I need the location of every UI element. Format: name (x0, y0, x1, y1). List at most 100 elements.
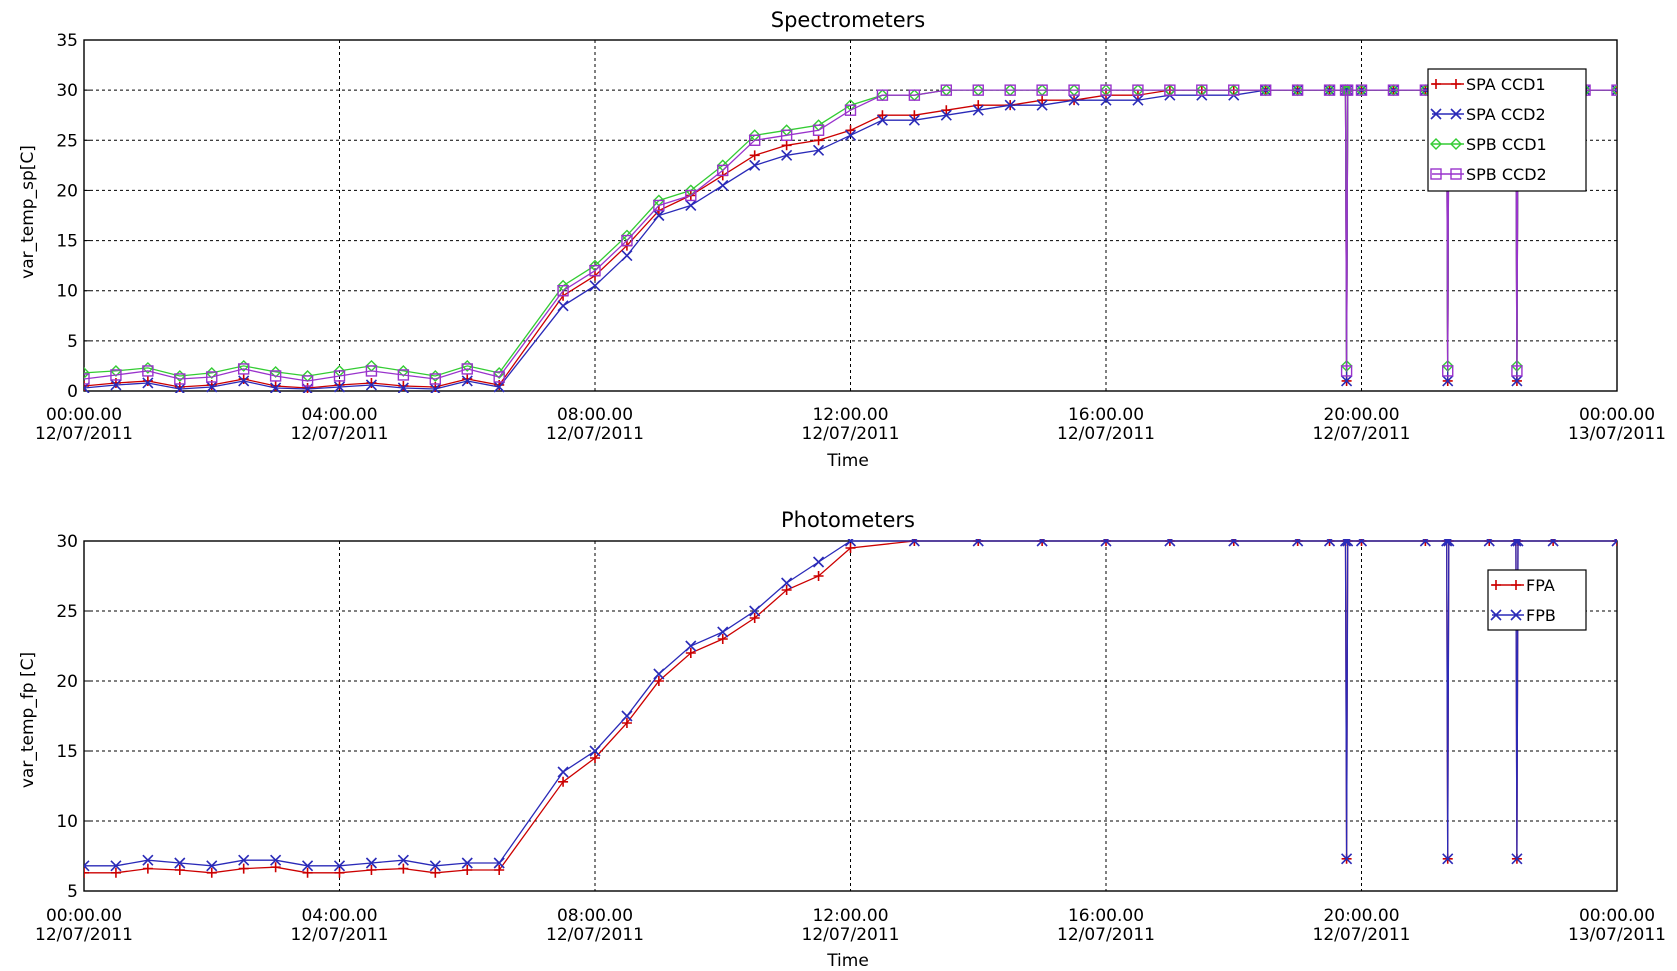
data-point (493, 371, 505, 383)
data-point (110, 369, 122, 381)
data-point (1068, 84, 1080, 96)
y-axis-label: var_temp_sp[C] (18, 145, 38, 279)
data-point (142, 863, 153, 874)
data-point (813, 571, 824, 581)
data-point (749, 159, 761, 171)
data-point (653, 676, 664, 686)
data-point (812, 144, 825, 156)
data-point (1387, 84, 1400, 96)
chart-title: Spectrometers (771, 8, 926, 32)
y-tick-label: 25 (56, 131, 78, 151)
data-point (812, 124, 825, 136)
legend-box (1487, 569, 1587, 631)
legend-marker (1491, 580, 1501, 590)
x-tick-label-time: 00:00.00 (1579, 405, 1655, 425)
data-point (781, 585, 792, 595)
data-point (557, 766, 569, 778)
data-point (877, 110, 888, 121)
data-point (206, 371, 218, 383)
data-point (781, 140, 792, 151)
legend-item: FPB (1490, 606, 1556, 625)
data-point (685, 189, 697, 202)
data-point (462, 373, 473, 384)
series-fpb (84, 539, 1617, 872)
plot-area (83, 39, 1618, 392)
data-point (1004, 99, 1016, 111)
data-point (1228, 539, 1240, 547)
data-point (429, 383, 441, 393)
data-point (270, 854, 282, 866)
data-point (142, 365, 154, 377)
data-point (333, 370, 346, 382)
data-point (876, 114, 889, 126)
legend-marker (1430, 168, 1442, 180)
data-point (333, 860, 346, 872)
y-tick-label: 25 (56, 602, 78, 622)
data-point (1132, 84, 1144, 96)
data-point (940, 84, 953, 96)
y-tick-label: 10 (56, 282, 78, 302)
data-point (781, 149, 793, 161)
data-point (429, 373, 442, 385)
legend-item: SPA CCD2 (1430, 105, 1546, 124)
data-point (1292, 539, 1304, 547)
data-point (398, 380, 409, 391)
data-point (1611, 84, 1617, 96)
legend-item: FPA (1491, 576, 1555, 595)
data-point (653, 209, 665, 222)
data-point (206, 867, 217, 878)
x-tick-label-date: 12/07/2011 (1313, 424, 1411, 444)
data-point (1196, 84, 1208, 96)
data-point (174, 373, 186, 385)
data-point (1511, 853, 1523, 865)
data-point (302, 867, 313, 878)
data-point (653, 199, 665, 212)
legend: SPA CCD1 SPA CCD2 SPB CCD1 SPB CCD2 (1427, 68, 1587, 192)
data-point (84, 867, 89, 878)
series-group (84, 84, 1617, 393)
data-point (590, 753, 600, 763)
x-tick-label-date: 13/07/2011 (1568, 424, 1666, 444)
data-point (397, 382, 409, 393)
data-point (174, 865, 185, 875)
data-point (1100, 84, 1112, 96)
data-point (780, 129, 793, 141)
x-tick-label-time: 16:00.00 (1068, 906, 1144, 926)
data-point (238, 373, 249, 384)
data-point (270, 862, 281, 873)
data-point (1442, 375, 1454, 387)
data-point (1036, 99, 1048, 111)
y-tick-label: 20 (56, 672, 78, 692)
data-point (1340, 365, 1353, 377)
x-tick-label-time: 12:00.00 (812, 405, 888, 425)
data-point (685, 640, 697, 652)
data-point (1611, 84, 1617, 97)
legend-marker (1430, 108, 1442, 120)
data-point (621, 718, 632, 728)
data-point (462, 865, 473, 875)
data-point (1228, 84, 1240, 96)
data-point (142, 375, 153, 386)
x-tick-label-time: 12:00.00 (812, 906, 888, 926)
legend-box (1427, 68, 1587, 192)
data-point (1419, 539, 1431, 547)
data-point (142, 854, 154, 866)
x-tick-label-date: 12/07/2011 (291, 925, 389, 945)
data-point (717, 179, 729, 191)
data-point (493, 381, 505, 393)
data-point (941, 105, 952, 116)
data-point (749, 605, 761, 617)
x-tick-label-date: 12/07/2011 (802, 925, 900, 945)
legend-label: SPB CCD2 (1466, 165, 1547, 184)
data-point (1342, 539, 1354, 547)
data-point (813, 135, 824, 146)
data-point (1339, 539, 1352, 547)
data-point (270, 380, 281, 391)
data-point (206, 860, 218, 872)
data-point (365, 365, 378, 377)
data-point (1341, 853, 1353, 865)
chart-title: Photometers (781, 508, 915, 532)
data-point (1510, 359, 1523, 372)
data-point (84, 366, 90, 379)
data-point (972, 539, 984, 547)
